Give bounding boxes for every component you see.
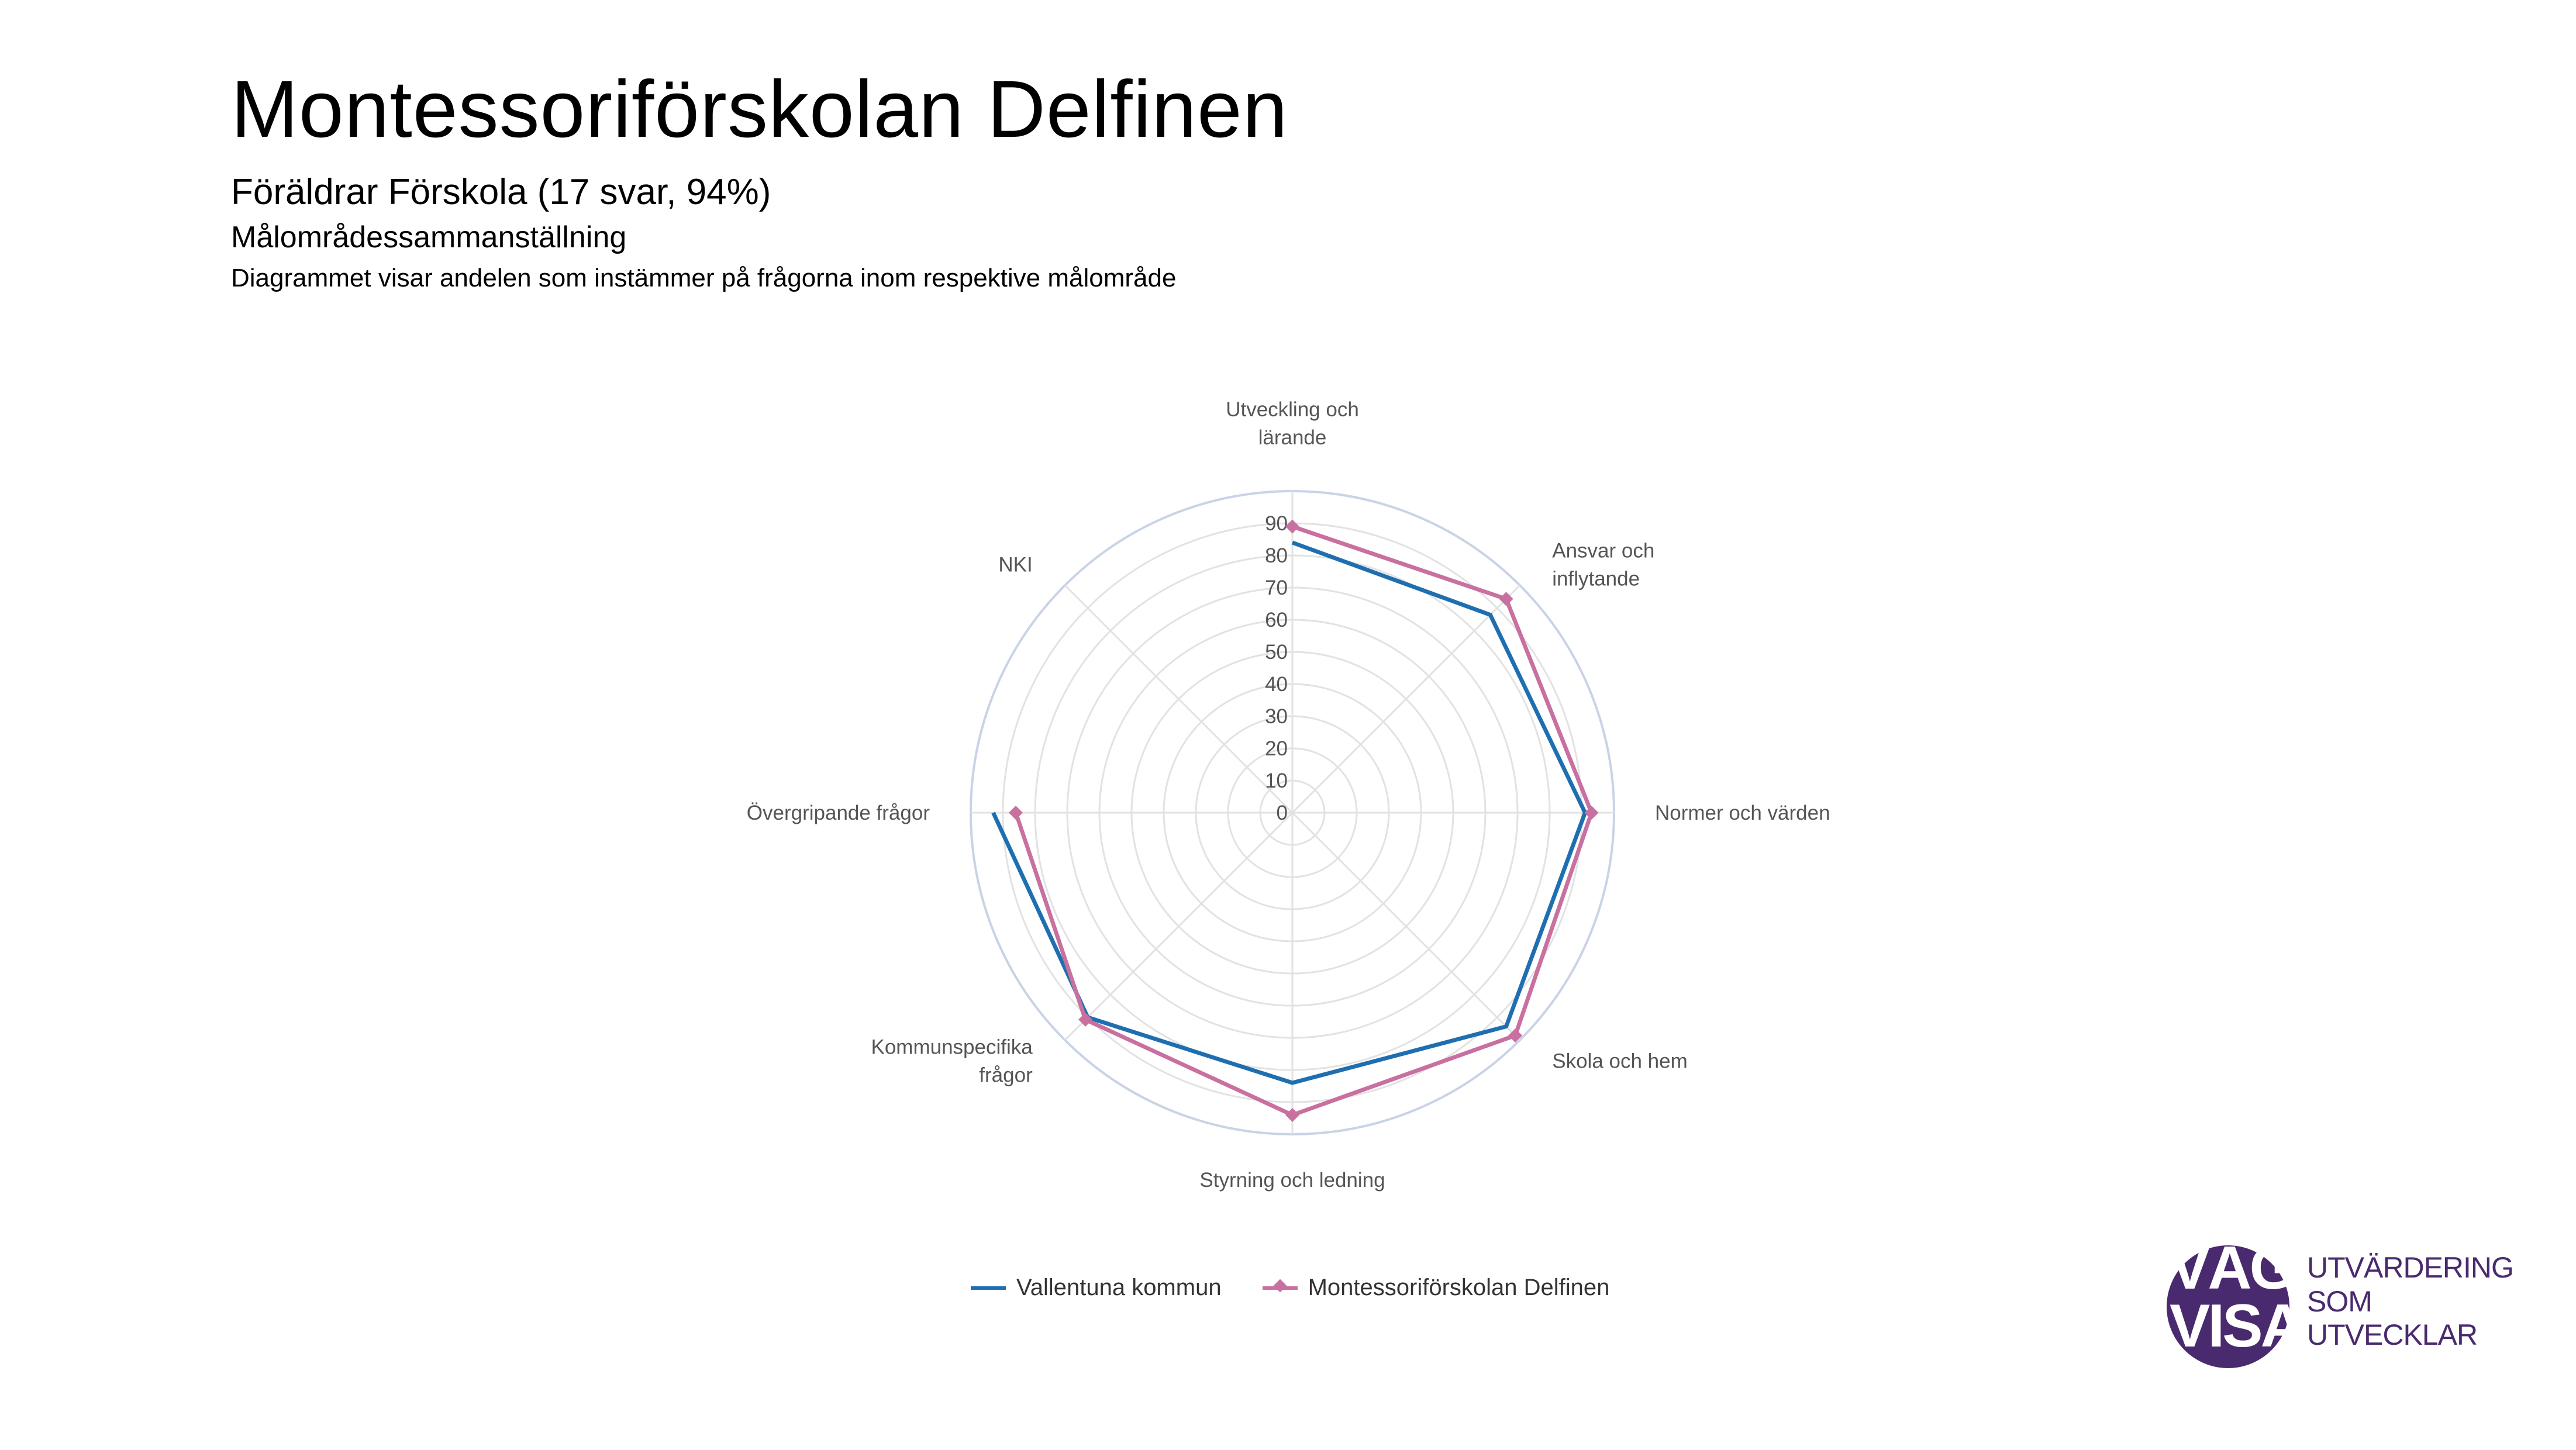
data-point-1 bbox=[1508, 1028, 1523, 1043]
grid-spoke bbox=[1291, 585, 1520, 814]
axis-label: Utveckling och lärande bbox=[1226, 398, 1359, 449]
tick-label: 90 bbox=[1265, 512, 1288, 535]
axis-label: NKI bbox=[998, 554, 1032, 576]
tick-label: 40 bbox=[1265, 673, 1288, 696]
logo-tagline: UTVÄRDERING SOM UTVECKLAR bbox=[2307, 1251, 2514, 1351]
legend-swatch-vallentuna bbox=[971, 1286, 1006, 1290]
axis-label: Kommunspecifika frågor bbox=[871, 1035, 1033, 1086]
grid-spoke bbox=[1064, 585, 1294, 814]
data-point-1 bbox=[1285, 1108, 1299, 1122]
section-title: Målområdessammanställning bbox=[231, 220, 627, 254]
legend-label-vallentuna: Vallentuna kommun bbox=[1016, 1275, 1222, 1300]
chart-description: Diagrammet visar andelen som instämmer p… bbox=[231, 264, 1177, 292]
tick-label: 0 bbox=[1277, 802, 1288, 824]
tick-label: 80 bbox=[1265, 544, 1288, 567]
grid-spoke bbox=[1291, 812, 1520, 1041]
legend-item-vallentuna: Vallentuna kommun bbox=[971, 1275, 1222, 1301]
axis-label: Skola och hem bbox=[1552, 1049, 1688, 1072]
legend-item-delfinen: Montessoriförskolan Delfinen bbox=[1262, 1275, 1610, 1301]
vaga-visa-logo: VÄGA VISA UTVÄRDERING SOM UTVECKLAR bbox=[2167, 1234, 2514, 1368]
axis-label: Styrning och ledning bbox=[1199, 1169, 1385, 1192]
legend-swatch-delfinen bbox=[1262, 1279, 1298, 1292]
axis-label: Normer och värden bbox=[1655, 802, 1830, 824]
tick-label: 50 bbox=[1265, 641, 1288, 664]
tick-label: 60 bbox=[1265, 609, 1288, 631]
logo-wordmark: VÄGA VISA bbox=[2170, 1234, 2338, 1360]
data-point-1 bbox=[1009, 806, 1023, 820]
tick-label: 20 bbox=[1265, 737, 1288, 760]
tick-label: 30 bbox=[1265, 705, 1288, 728]
tick-label: 10 bbox=[1265, 769, 1288, 792]
logo-circle bbox=[2167, 1245, 2289, 1368]
axis-label: Övergripande frågor bbox=[747, 802, 930, 824]
tick-label: 70 bbox=[1265, 576, 1288, 599]
data-point-1 bbox=[1499, 592, 1513, 606]
chart-legend: Vallentuna kommun Montessoriförskolan De… bbox=[971, 1275, 1650, 1301]
legend-label-delfinen: Montessoriförskolan Delfinen bbox=[1308, 1275, 1610, 1300]
axis-label: Ansvar och inflytande bbox=[1552, 540, 1654, 591]
grid-spoke bbox=[1064, 812, 1294, 1041]
page-subtitle: Föräldrar Förskola (17 svar, 94%) bbox=[231, 172, 771, 212]
data-point-1 bbox=[1078, 1012, 1093, 1027]
data-point-1 bbox=[1584, 806, 1599, 820]
header: Montessoriförskolan Delfinen Föräldrar F… bbox=[231, 69, 1288, 291]
data-point-1 bbox=[1285, 519, 1299, 534]
page-title: Montessoriförskolan Delfinen bbox=[231, 64, 1288, 154]
